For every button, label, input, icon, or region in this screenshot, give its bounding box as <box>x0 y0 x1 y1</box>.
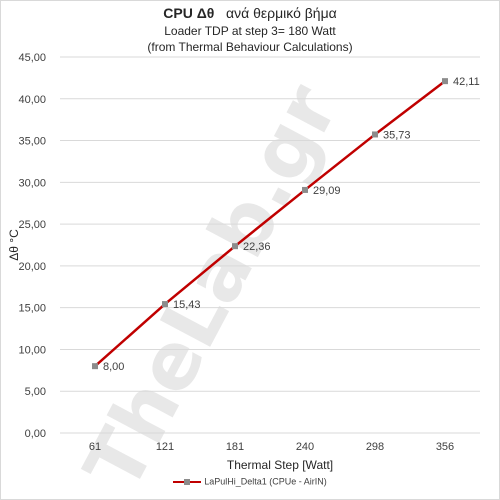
data-label: 29,09 <box>313 185 341 197</box>
data-point <box>372 131 378 138</box>
y-tick-label: 10,00 <box>18 344 46 356</box>
y-axis-title: Δθ °C <box>7 229 21 261</box>
x-tick-label: 240 <box>296 441 314 453</box>
y-tick-label: 20,00 <box>18 261 46 273</box>
watermark-logo: TheLab.gr <box>68 70 356 500</box>
data-point <box>92 363 98 370</box>
legend-label: LaPulHi_Delta1 (CPUe - AirIN) <box>204 476 327 487</box>
x-tick-label: 356 <box>436 441 454 453</box>
chart-title-rest: ανά θερμικό βήμα <box>226 5 337 21</box>
data-point <box>162 301 168 308</box>
x-tick-label: 61 <box>89 441 101 453</box>
y-tick-label: 5,00 <box>25 386 46 398</box>
data-point <box>302 186 308 193</box>
x-tick-label: 181 <box>226 441 244 453</box>
y-tick-label: 25,00 <box>18 219 46 231</box>
chart-title: CPU Δθ ανά θερμικό βήμα <box>0 5 500 21</box>
data-label: 35,73 <box>383 129 411 141</box>
y-tick-label: 45,00 <box>18 52 46 64</box>
x-axis-title: Thermal Step [Watt] <box>227 458 333 472</box>
chart-title-bold: CPU Δθ <box>163 5 215 21</box>
legend: LaPulHi_Delta1 (CPUe - AirIN) <box>0 476 500 487</box>
data-label: 22,36 <box>243 241 271 253</box>
y-tick-label: 30,00 <box>18 177 46 189</box>
series-line <box>94 80 446 368</box>
data-point <box>442 78 448 85</box>
data-label: 42,11 <box>453 76 480 88</box>
x-tick-label: 121 <box>156 441 174 453</box>
data-point <box>232 243 238 250</box>
y-tick-label: 35,00 <box>18 136 46 148</box>
chart-subtitle-2: (from Thermal Behaviour Calculations) <box>147 40 353 54</box>
y-tick-label: 15,00 <box>18 303 46 315</box>
legend-swatch <box>173 477 202 487</box>
data-label: 15,43 <box>173 299 201 311</box>
x-tick-label: 298 <box>366 441 384 453</box>
y-tick-label: 40,00 <box>18 94 46 106</box>
y-tick-label: 0,00 <box>25 428 46 440</box>
chart-subtitle-1: Loader TDP at step 3= 180 Watt <box>164 24 336 38</box>
data-label: 8,00 <box>103 361 124 373</box>
